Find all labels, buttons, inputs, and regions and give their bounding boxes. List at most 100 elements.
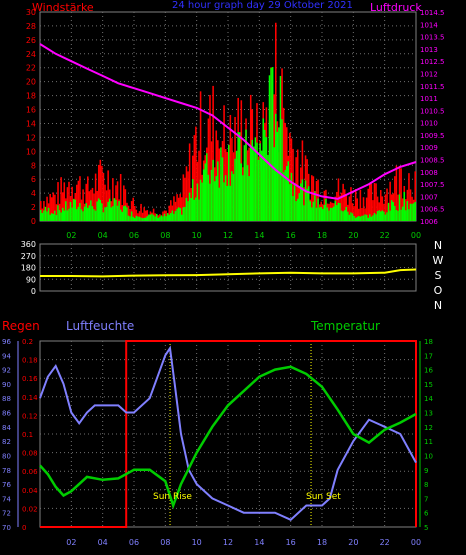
temperature-axis-tick: 16 (424, 367, 433, 375)
wind-speed-bar (325, 198, 327, 221)
wind-gust-bar (55, 204, 58, 221)
wind-gust-bar (60, 177, 62, 221)
wind-speed-bar (127, 215, 130, 221)
wind-axis-tick: 24 (26, 50, 36, 59)
wind-speed-bar (155, 213, 158, 221)
pressure-axis-tick: 1013.5 (420, 34, 445, 42)
wind-speed-bar (362, 215, 365, 221)
direction-axis-tick: 180 (21, 264, 36, 273)
climate-x-tick: 16 (286, 538, 296, 547)
wind-gust-bar (61, 192, 64, 221)
wind-speed-bar (246, 165, 249, 221)
wind-speed-bar (251, 139, 254, 221)
wind-speed-bar (165, 216, 167, 221)
wind-speed-bar (259, 143, 261, 221)
wind-speed-bar (351, 213, 354, 221)
wind-gust-bar (107, 170, 109, 221)
wind-speed-bar (124, 205, 127, 221)
wind-speed-bar (93, 209, 95, 221)
wind-speed-bar (397, 210, 399, 221)
wind-x-tick: 04 (98, 231, 108, 240)
wind-gust-bar (398, 165, 401, 221)
wind-speed-bar (281, 119, 283, 221)
wind-gust-bar (198, 150, 200, 221)
wind-axis-tick: 30 (26, 8, 36, 17)
wind-speed-bar (160, 215, 163, 221)
wind-speed-bar (148, 214, 150, 221)
wind-speed-bar (369, 214, 371, 221)
rain-axis-tick: 0.02 (22, 505, 38, 513)
wind-speed-bar (254, 137, 257, 221)
wind-speed-bar (50, 213, 53, 221)
wind-speed-bar (245, 129, 247, 221)
temperature-line (39, 365, 417, 510)
wind-speed-bar (144, 217, 147, 221)
wind-gust-bar (68, 181, 70, 221)
wind-speed-bar (232, 173, 235, 221)
wind-speed-bar (119, 209, 122, 221)
wind-speed-bar (390, 200, 393, 221)
wind-gust-bar (405, 199, 407, 221)
wind-speed-bar (110, 207, 113, 221)
wind-speed-bar (271, 67, 274, 222)
wind-speed-bar (188, 192, 191, 221)
wind-speed-bar (398, 194, 401, 221)
wind-speed-bar (289, 184, 291, 221)
wind-speed-bar (152, 215, 155, 221)
wind-speed-bar (300, 183, 302, 221)
wind-gust-bar (182, 174, 185, 221)
wind-speed-bar (215, 176, 218, 221)
wind-speed-bar (209, 183, 211, 221)
wind-speed-bar (312, 201, 315, 221)
wind-speed-bar (146, 216, 149, 221)
wind-gust-bar (353, 206, 355, 221)
wind-speed-bar (168, 214, 171, 221)
rain-title: Regen (2, 319, 40, 333)
wind-speed-bar (157, 217, 160, 221)
wind-speed-bar (347, 211, 349, 221)
climate-x-tick: 04 (98, 538, 108, 547)
wind-speed-bar (47, 207, 50, 221)
wind-gust-bar (199, 91, 202, 221)
wind-gust-bar (369, 183, 371, 221)
wind-gust-bar (365, 197, 368, 221)
climate-x-tick: 14 (254, 538, 264, 547)
wind-axis-tick: 28 (26, 22, 36, 31)
humidity-axis-tick: 82 (2, 438, 11, 446)
wind-gust-bar (130, 201, 133, 221)
wind-speed-bar (401, 206, 404, 221)
wind-speed-bar (77, 206, 80, 221)
compass-label: W (433, 254, 444, 267)
pressure-axis-tick: 1012.5 (420, 58, 445, 66)
wind-speed-bar (115, 199, 117, 221)
temperature-title: Temperatur (310, 319, 380, 333)
wind-speed-bar (323, 204, 326, 221)
wind-speed-bar (318, 207, 321, 221)
wind-speed-bar (348, 214, 351, 221)
wind-axis-tick: 0 (31, 217, 36, 226)
temperature-axis-tick: 6 (424, 510, 429, 518)
wind-speed-bar (386, 212, 388, 221)
wind-speed-bar (195, 197, 197, 221)
wind-speed-bar (52, 213, 55, 221)
wind-gust-bar (373, 182, 376, 221)
wind-gust-bar (292, 148, 294, 221)
wind-gust-bar (370, 183, 373, 221)
wind-speed-bar (237, 132, 239, 221)
wind-gust-bar (77, 180, 80, 221)
wind-speed-bar (85, 203, 87, 221)
wind-gust-bar (351, 203, 354, 221)
wind-gust-bar (116, 181, 119, 221)
wind-speed-bar (46, 211, 48, 221)
wind-speed-bar (395, 209, 398, 221)
wind-speed-bar (228, 144, 230, 221)
wind-gust-bar (179, 193, 181, 221)
temperature-axis-tick: 7 (424, 495, 428, 503)
wind-speed-bar (339, 203, 341, 221)
wind-speed-bar (173, 213, 175, 221)
wind-speed-bar (43, 210, 45, 221)
wind-gust-bar (79, 176, 81, 221)
wind-gust-bar (358, 208, 360, 221)
wind-gust-bar (170, 200, 172, 221)
wind-gust-bar (50, 197, 53, 221)
